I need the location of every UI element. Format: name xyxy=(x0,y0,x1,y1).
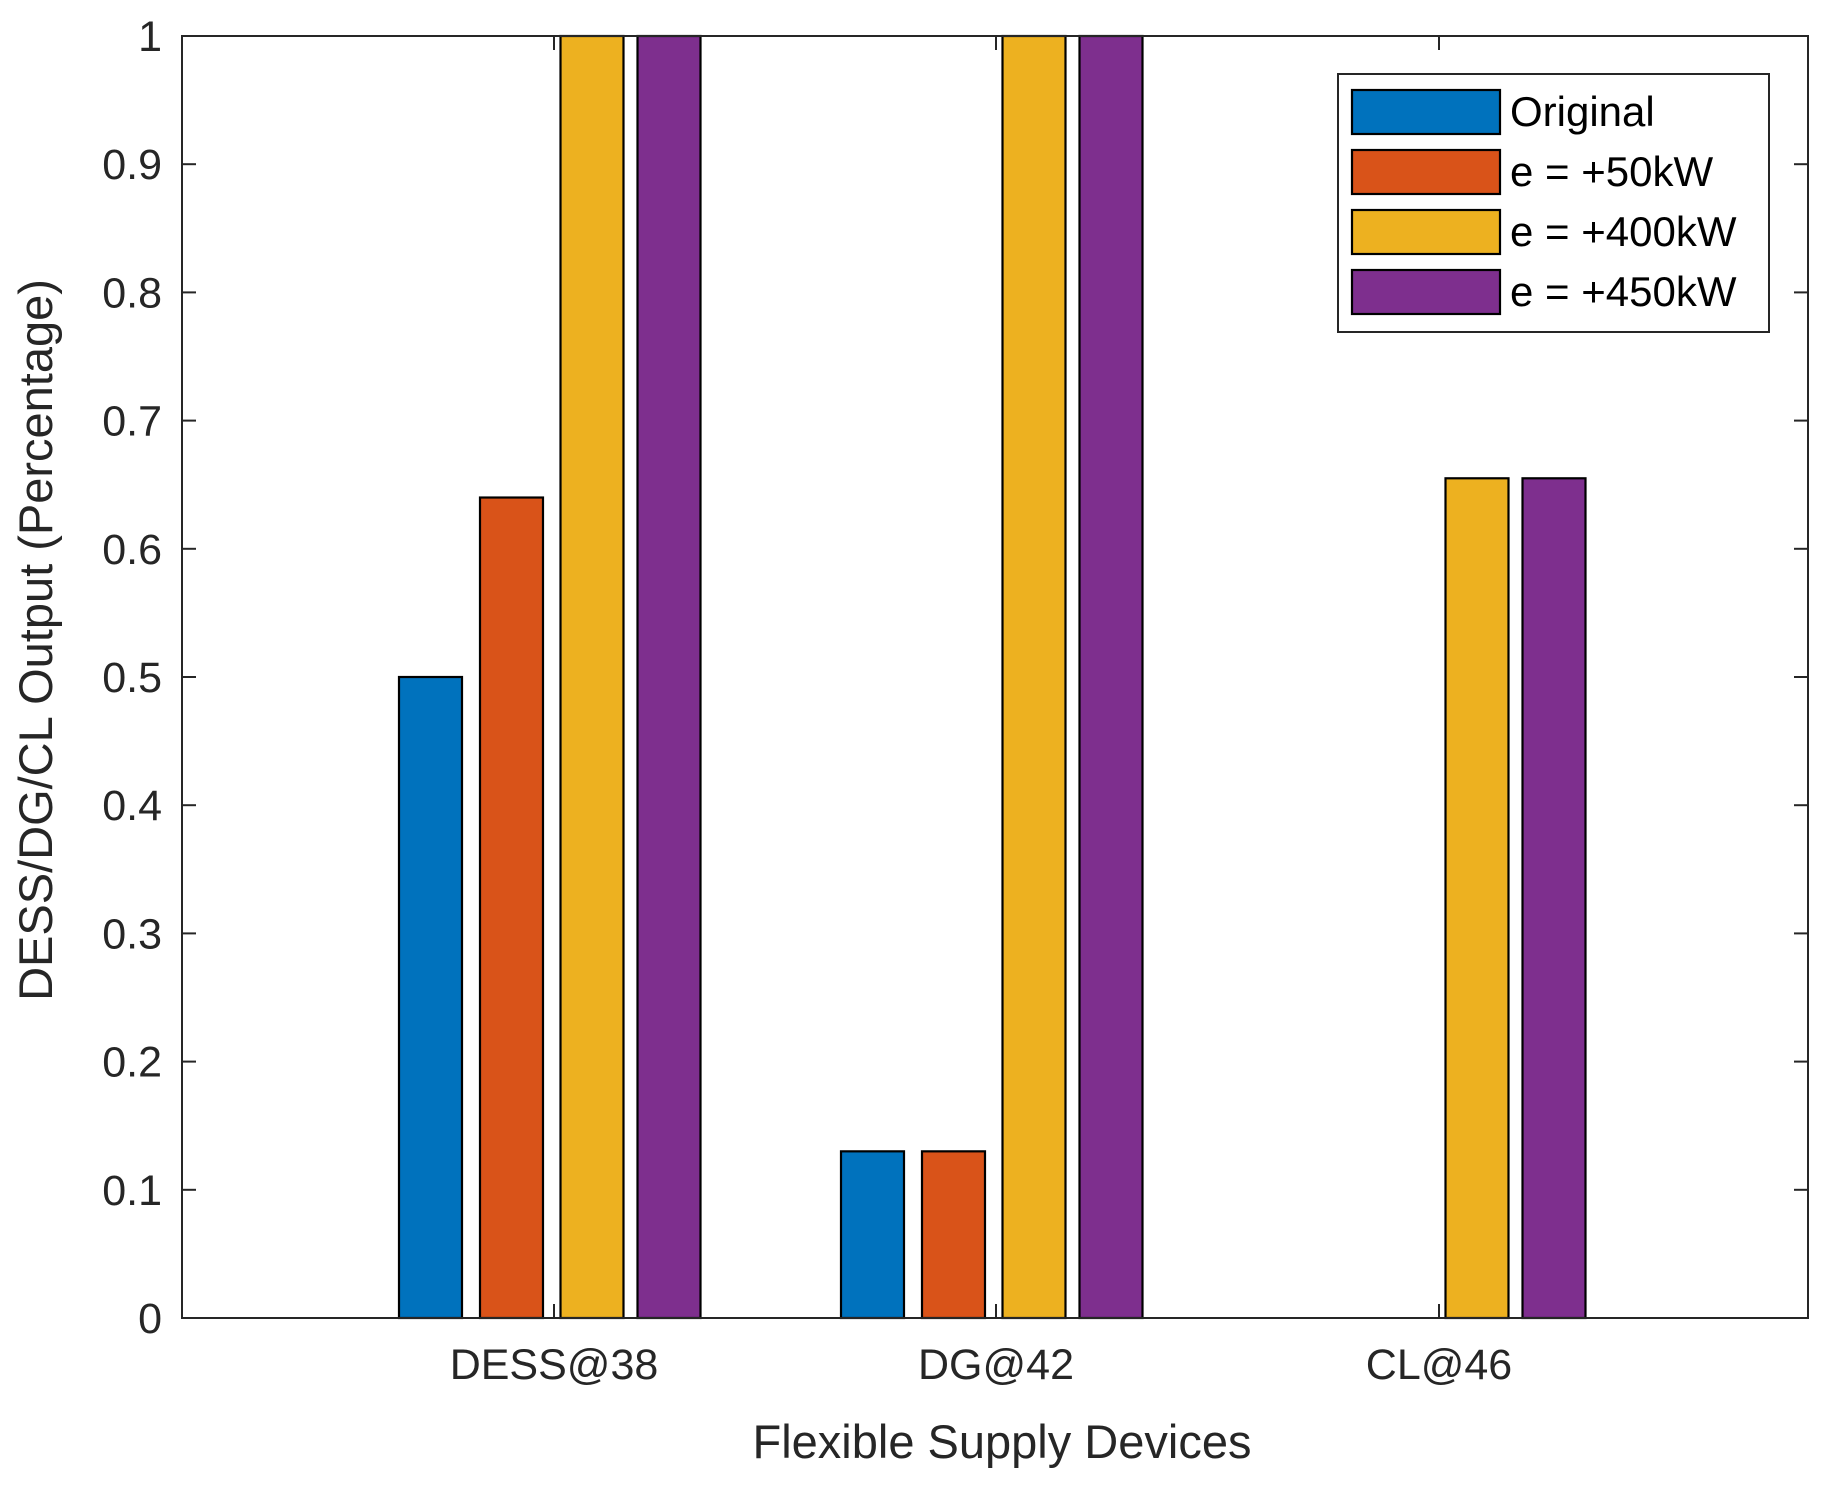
y-tick-label: 0.9 xyxy=(102,141,162,189)
bar-original-dess-38 xyxy=(397,675,464,1320)
x-ticks-group: DESS@38 DG@42 CL@46 xyxy=(450,36,1512,1389)
bar-e-450kw-dg-42 xyxy=(1078,34,1144,1320)
y-tick-label: 0.1 xyxy=(102,1167,162,1215)
x-tick-label: DG@42 xyxy=(918,1341,1074,1389)
legend-label: e = +50kW xyxy=(1510,148,1713,195)
legend: Original e = +50kW e = +400kW e = +450kW xyxy=(1337,73,1770,333)
bar-original-dg-42 xyxy=(839,1150,906,1320)
y-tick-label: 0.8 xyxy=(102,269,162,317)
y-axis-label: DESS/DG/CL Output (Percentage) xyxy=(9,279,62,1001)
y-ticks-group: 0 0.1 0.2 0.3 0.4 0.5 0.6 0.7 0.8 0.9 1 xyxy=(102,13,1808,1343)
legend-label: Original xyxy=(1510,88,1655,135)
bars-group xyxy=(397,34,1587,1320)
legend-swatch xyxy=(1350,148,1502,196)
bar-e-450kw-dess-38 xyxy=(636,34,702,1320)
y-tick-label: 0.6 xyxy=(102,526,162,574)
y-tick-label: 1 xyxy=(138,13,162,61)
x-tick-label: CL@46 xyxy=(1366,1341,1512,1389)
y-tick-label: 0.4 xyxy=(102,782,162,830)
legend-label: e = +450kW xyxy=(1510,268,1737,315)
y-tick-label: 0.2 xyxy=(102,1039,162,1087)
bar-e-400kw-dess-38 xyxy=(559,34,625,1320)
legend-label: e = +400kW xyxy=(1510,208,1737,255)
legend-swatch xyxy=(1350,208,1502,256)
bar-e-400kw-dg-42 xyxy=(1001,34,1067,1320)
y-tick-label: 0 xyxy=(138,1295,162,1343)
y-tick-label: 0.5 xyxy=(102,654,162,702)
x-axis-label: Flexible Supply Devices xyxy=(753,1415,1252,1468)
x-tick-label: DESS@38 xyxy=(450,1341,659,1389)
y-tick-label: 0.3 xyxy=(102,910,162,958)
bar-e-50kw-dg-42 xyxy=(920,1150,987,1320)
legend-swatch xyxy=(1350,268,1502,316)
bar-e-400kw-cl-46 xyxy=(1444,477,1510,1320)
y-tick-label: 0.7 xyxy=(102,398,162,446)
bar-e-50kw-dess-38 xyxy=(478,496,545,1320)
bar-e-450kw-cl-46 xyxy=(1521,477,1587,1320)
legend-swatch xyxy=(1350,88,1502,136)
